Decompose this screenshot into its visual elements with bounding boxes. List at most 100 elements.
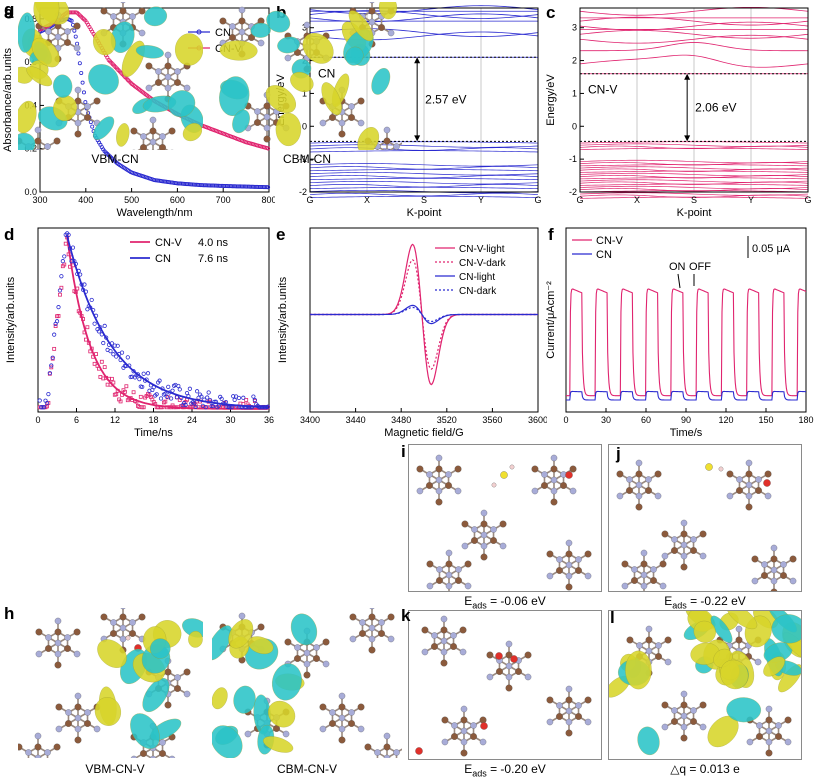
e-ylabel: Intensity/arb.units (277, 276, 289, 363)
carbon-atom (461, 520, 469, 528)
d-point-CN-V (131, 390, 136, 395)
d-point-CN (203, 405, 208, 410)
hydrogen-atom (125, 635, 131, 641)
a-xtick-label: 400 (78, 195, 93, 205)
nitrogen-atom (74, 86, 82, 94)
carbon-atom (73, 628, 81, 636)
d-point-CN (199, 394, 204, 399)
d-point-CN (125, 355, 130, 360)
f-xtick-label: 60 (641, 415, 651, 425)
carbon-atom (119, 613, 127, 621)
eads-j-value: = -0.22 eV (686, 594, 746, 608)
nitrogen-atom (64, 634, 71, 641)
d-point-CN (251, 394, 256, 399)
carbon-atom (74, 736, 82, 744)
a-point-CN (189, 182, 194, 187)
panel-letter-d: d (4, 225, 14, 244)
a-point-CN (175, 181, 180, 186)
band-ytick-label: -1 (569, 154, 577, 164)
valence-band (579, 164, 809, 167)
plot-frame (309, 7, 539, 193)
nitrogen-atom (74, 714, 82, 722)
carbon-atom (690, 718, 697, 725)
carbon-atom (426, 482, 433, 489)
d-point-CN (108, 349, 113, 354)
panel-i: i Eads = -0.06 eV (401, 442, 605, 612)
kpoint-label: S (691, 195, 697, 205)
a-point-CN (213, 183, 218, 188)
a-point-CN (227, 184, 232, 189)
nitrogen-atom (369, 2, 375, 4)
a-point-CN-V (266, 146, 271, 151)
gap-arrow-head-up (414, 57, 421, 64)
nitrogen-atom (374, 749, 381, 756)
d-point-CN (39, 405, 44, 410)
band-ylabel: Energy/eV (545, 74, 557, 126)
a-point-CN (257, 184, 262, 189)
d-point-CN (135, 372, 141, 377)
carbon-atom (531, 465, 539, 473)
carbon-atom (436, 577, 443, 584)
nitrogen-atom (34, 126, 42, 134)
a-point-CN (197, 183, 202, 188)
carbon-atom (263, 135, 271, 143)
chart-d-pl-decay: d 0 6 12 18 24 30 36 Time/ns Intensity/arb.units C… (4, 225, 274, 439)
carbon-atom (770, 555, 778, 563)
carbon-atom (219, 17, 227, 25)
d-point-CN-V (111, 380, 116, 385)
nitrogen-atom (257, 39, 265, 47)
isosurface-lobe-negative (143, 6, 168, 27)
d-point-CN (82, 282, 87, 287)
nitrogen-atom (110, 13, 117, 20)
nitrogen-atom (531, 487, 539, 495)
carbon-atom (640, 560, 648, 568)
carbon-atom (338, 736, 346, 744)
d-point-CN-V (138, 394, 143, 399)
nitrogen-atom (263, 113, 271, 121)
carbon-atom (183, 668, 191, 676)
nitrogen-atom (338, 725, 346, 733)
band-ytick-label: -2 (569, 187, 577, 197)
isosurface-lobe-positive (693, 620, 716, 643)
panel-letter-h: h (4, 604, 15, 623)
d-point-CN (164, 394, 169, 399)
a-point-CN (187, 182, 192, 187)
a-point-CN (244, 184, 249, 189)
e-xtick-label: 3440 (346, 415, 366, 425)
adsorption-structure-j (616, 459, 797, 597)
d-point-CN (236, 395, 242, 401)
nitrogen-atom (680, 519, 688, 527)
carbon-atom (765, 716, 773, 724)
carbon-atom (680, 563, 688, 571)
eads-j-prefix: E (664, 594, 673, 608)
nitrogen-atom (435, 487, 443, 495)
a-point-CN (230, 184, 235, 189)
panel-letter-g: g (4, 0, 15, 19)
isosurface-lobe-positive (290, 71, 314, 93)
isosurface-lobe-positive (625, 650, 652, 690)
nitrogen-atom (159, 133, 166, 140)
nitrogen-atom (319, 119, 327, 127)
nitrogen-atom (54, 33, 62, 41)
carbon-atom (661, 701, 669, 709)
d-point-CN (176, 383, 181, 389)
nitrogen-atom (565, 685, 573, 693)
carbon-atom (159, 750, 166, 757)
isosurface-lobe-negative (250, 22, 271, 38)
a-point-CN (180, 181, 185, 186)
d-point-CN (96, 329, 102, 334)
a-point-CN (238, 184, 243, 189)
band-ytick-label: 0 (572, 121, 577, 131)
panel-l: l △q = 0.013 e (605, 603, 812, 782)
carbon-atom (284, 638, 292, 646)
d-point-CN-V (62, 262, 67, 267)
nitrogen-atom (541, 471, 548, 478)
carbon-atom (338, 703, 346, 711)
cbm-cn-isosurface (219, 2, 402, 150)
carbon-atom (745, 503, 753, 511)
a-point-CN (260, 185, 265, 190)
isosurface-lobe-negative (219, 76, 250, 116)
a-point-CN (198, 183, 203, 188)
carbon-atom (761, 572, 768, 579)
carbon-atom (645, 636, 653, 644)
